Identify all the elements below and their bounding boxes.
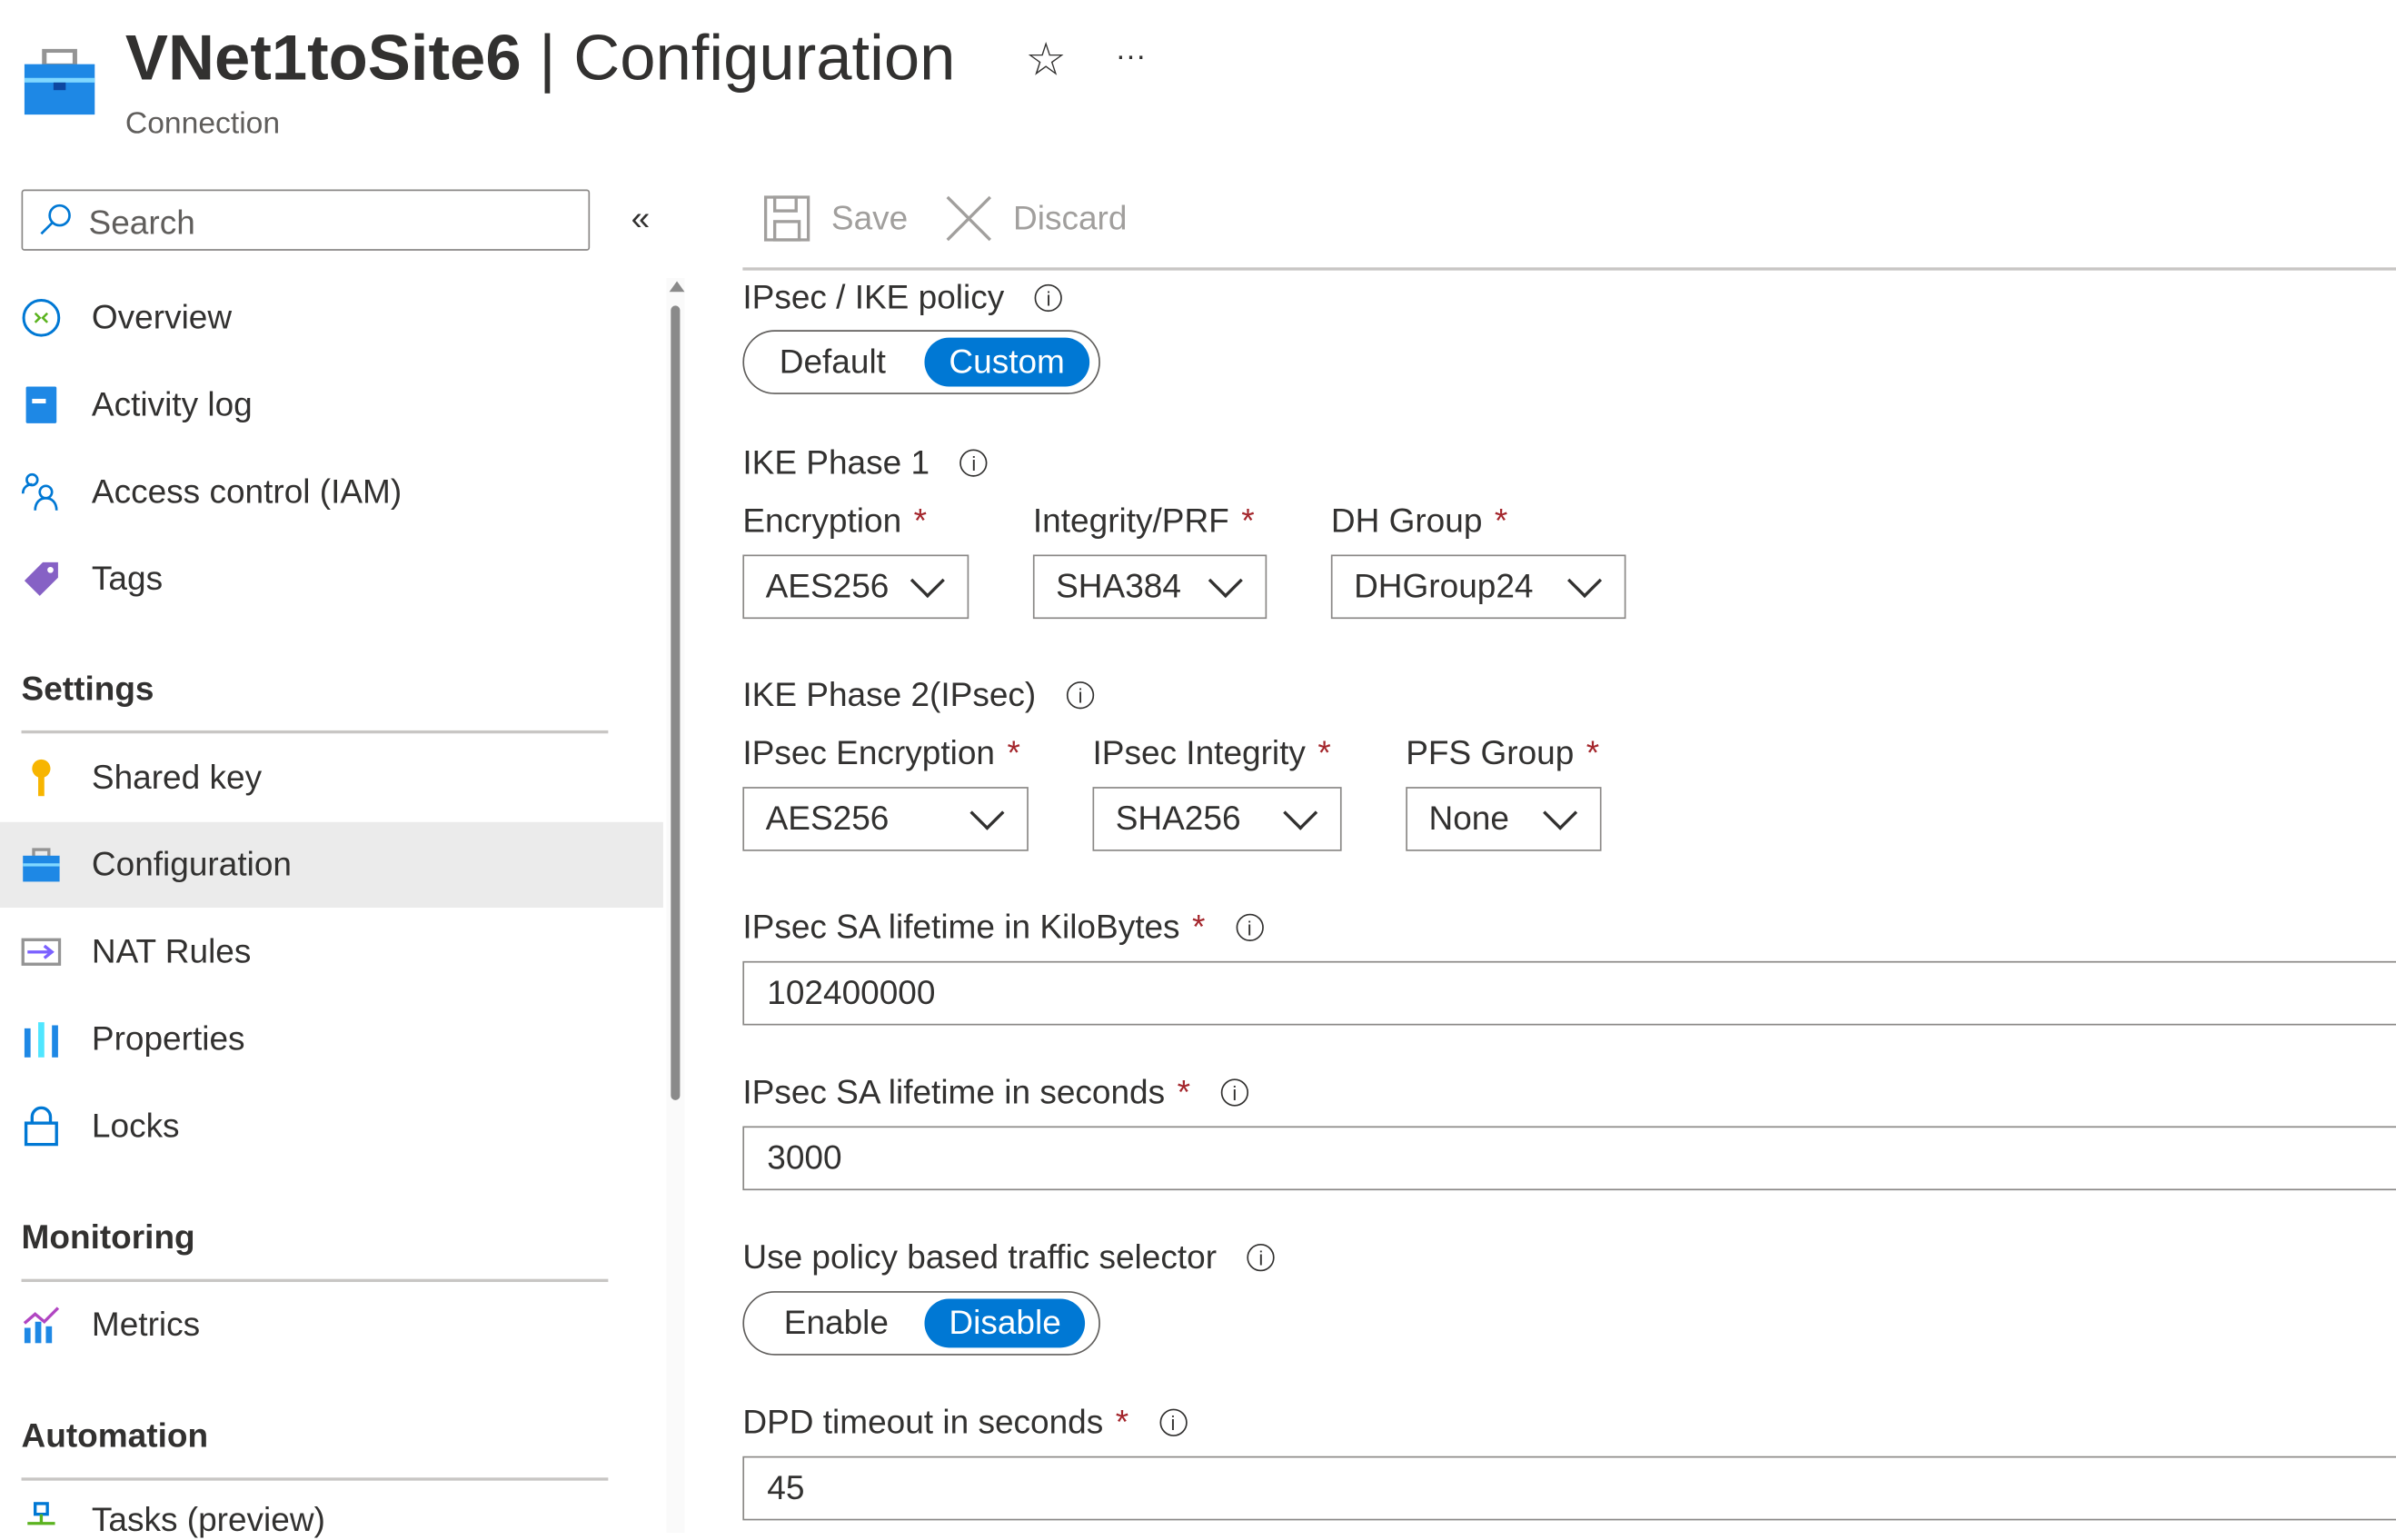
sidebar-item-configuration[interactable]: Configuration	[22, 845, 292, 885]
connection-icon	[24, 48, 95, 115]
sidebar-item-metrics[interactable]: Metrics	[22, 1305, 201, 1345]
chevron-down-icon	[1566, 563, 1603, 599]
resource-type: Connection	[124, 106, 281, 141]
save-label: Save	[830, 198, 909, 237]
toolbar-divider	[742, 267, 2396, 270]
nav-label: Metrics	[91, 1305, 201, 1344]
nav-label: Tags	[91, 559, 164, 598]
ipsec-integrity-label: IPsec Integrity *	[1092, 733, 1331, 772]
overview-icon	[22, 298, 61, 337]
sidebar-item-overview[interactable]: Overview	[22, 297, 233, 338]
ellipsis-icon[interactable]: ···	[1115, 39, 1147, 74]
option-custom[interactable]: Custom	[924, 337, 1089, 387]
nav-label: Configuration	[91, 845, 293, 884]
tag-icon	[24, 561, 58, 596]
nat-rules-icon	[21, 938, 62, 966]
nav-label: Shared key	[91, 758, 263, 797]
sidebar-item-locks[interactable]: Locks	[22, 1107, 180, 1147]
nav-label: Properties	[91, 1018, 245, 1058]
metrics-icon	[23, 1307, 60, 1344]
nav-label: Access control (IAM)	[91, 472, 403, 511]
traffic-selector-label: Use policy based traffic selector i	[742, 1237, 1275, 1277]
policy-toggle[interactable]: Default Custom	[742, 330, 1100, 394]
sidebar-item-activity-log[interactable]: Activity log	[22, 385, 253, 425]
divider	[21, 1477, 609, 1481]
search-icon	[40, 204, 71, 235]
sidebar-item-access-control[interactable]: Access control (IAM)	[21, 472, 403, 512]
configuration-icon	[23, 848, 60, 882]
divider	[21, 730, 609, 734]
section-monitoring: Monitoring	[21, 1217, 195, 1257]
dpd-timeout-label: DPD timeout in seconds * i	[742, 1403, 1188, 1443]
sidebar-item-properties[interactable]: Properties	[22, 1019, 245, 1059]
ipsec-encryption-label: IPsec Encryption *	[742, 733, 1020, 772]
discard-button[interactable]: Discard	[946, 195, 1128, 242]
traffic-selector-toggle[interactable]: Enable Disable	[742, 1291, 1100, 1356]
selected-highlight	[0, 821, 663, 908]
encryption-dropdown[interactable]: AES256	[742, 554, 969, 620]
sidebar-scrollbar[interactable]	[666, 278, 685, 1533]
option-enable[interactable]: Enable	[783, 1303, 889, 1342]
nav-label: Locks	[91, 1106, 180, 1145]
section-automation: Automation	[21, 1416, 209, 1456]
discard-label: Discard	[1013, 198, 1128, 237]
info-icon[interactable]: i	[1220, 1078, 1248, 1107]
properties-icon	[24, 1022, 58, 1058]
ipsec-integrity-dropdown[interactable]: SHA256	[1092, 787, 1342, 851]
activity-log-icon	[25, 386, 57, 423]
integrity-label: Integrity/PRF *	[1032, 501, 1255, 540]
ike-phase2-label: IKE Phase 2(IPsec) i	[742, 675, 1095, 715]
option-disable[interactable]: Disable	[924, 1298, 1086, 1348]
dh-group-label: DH Group *	[1330, 501, 1508, 540]
chevron-down-icon	[1208, 563, 1243, 599]
nav-label: Overview	[91, 297, 233, 336]
sidebar-item-shared-key[interactable]: Shared key	[22, 758, 263, 798]
close-icon	[946, 195, 991, 242]
sa-lifetime-kb-label: IPsec SA lifetime in KiloBytes * i	[742, 908, 1264, 948]
info-icon[interactable]: i	[1236, 913, 1264, 941]
tasks-icon	[27, 1502, 55, 1525]
save-button[interactable]: Save	[763, 195, 909, 242]
sidebar-item-tasks[interactable]: Tasks (preview)	[22, 1501, 325, 1540]
lock-icon	[24, 1106, 58, 1147]
encryption-label: Encryption *	[742, 501, 928, 540]
ipsec-ike-policy-label: IPsec / IKE policy i	[742, 278, 1063, 318]
chevron-down-icon	[1543, 795, 1578, 830]
sa-lifetime-kb-input[interactable]: 102400000	[742, 960, 2396, 1026]
sa-lifetime-seconds-label: IPsec SA lifetime in seconds * i	[742, 1073, 1248, 1113]
dh-group-dropdown[interactable]: DHGroup24	[1330, 554, 1626, 620]
nav-label: Activity log	[91, 384, 253, 423]
nav-label: NAT Rules	[91, 931, 252, 970]
pfs-group-dropdown[interactable]: None	[1406, 787, 1602, 851]
divider	[21, 1278, 609, 1283]
star-icon[interactable]: ☆	[1025, 35, 1067, 86]
info-icon[interactable]: i	[959, 449, 988, 477]
section-settings: Settings	[21, 669, 154, 708]
sidebar-item-nat-rules[interactable]: NAT Rules	[21, 931, 252, 972]
sidebar-item-tags[interactable]: Tags	[22, 560, 164, 600]
integrity-dropdown[interactable]: SHA384	[1032, 554, 1268, 620]
chevron-down-icon	[910, 563, 945, 599]
ipsec-encryption-dropdown[interactable]: AES256	[742, 787, 1029, 851]
users-icon	[21, 472, 58, 511]
info-icon[interactable]: i	[1066, 681, 1095, 710]
info-icon[interactable]: i	[1034, 283, 1063, 313]
search-input[interactable]: Search	[21, 189, 591, 251]
info-icon[interactable]: i	[1247, 1243, 1275, 1272]
dpd-timeout-input[interactable]: 45	[742, 1456, 2396, 1521]
nav-label: Tasks (preview)	[91, 1500, 325, 1539]
sa-lifetime-seconds-input[interactable]: 3000	[742, 1126, 2396, 1191]
chevron-down-icon	[969, 795, 1005, 830]
save-icon	[763, 195, 810, 242]
page-title: VNet1toSite6 | Configuration	[124, 21, 956, 94]
search-placeholder: Search	[88, 203, 195, 242]
info-icon[interactable]: i	[1158, 1408, 1188, 1436]
pfs-group-label: PFS Group *	[1406, 733, 1600, 772]
chevron-down-icon	[1283, 795, 1318, 830]
key-icon	[32, 759, 51, 797]
option-default[interactable]: Default	[779, 342, 886, 381]
collapse-sidebar-button[interactable]: «	[631, 198, 651, 237]
